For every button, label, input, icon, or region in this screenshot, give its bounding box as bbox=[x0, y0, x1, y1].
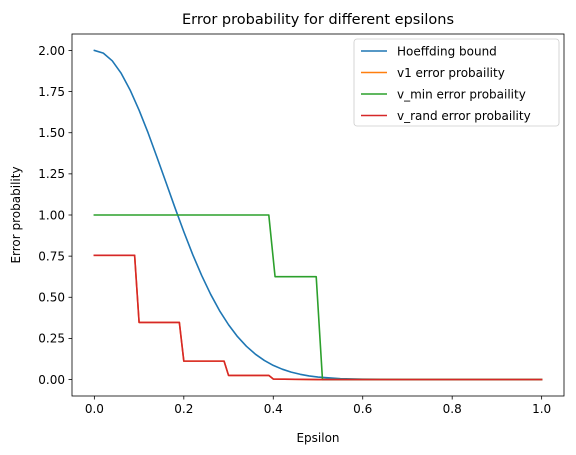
x-tick-label: 0.8 bbox=[443, 402, 462, 416]
y-tick-label: 0.25 bbox=[38, 332, 65, 346]
series-line-4 bbox=[93, 254, 543, 381]
legend-label-1: Hoeffding bound bbox=[397, 44, 497, 58]
x-tick-label: 0.2 bbox=[174, 402, 193, 416]
x-axis-label: Epsilon bbox=[296, 431, 339, 445]
x-tick-label: 0.4 bbox=[264, 402, 283, 416]
plot-area bbox=[93, 49, 543, 381]
legend: Hoeffding bound v1 error probaility v_min … bbox=[353, 38, 560, 127]
legend-label-2: v1 error probaility bbox=[397, 66, 505, 80]
y-tick-label: 0.50 bbox=[38, 291, 65, 305]
y-axis-label: Error probability bbox=[9, 166, 23, 263]
y-tick-label: 2.00 bbox=[38, 44, 65, 58]
x-tick-label: 0.0 bbox=[85, 402, 104, 416]
y-tick-label: 0.00 bbox=[38, 373, 65, 387]
legend-label-3: v_min error probaility bbox=[397, 87, 526, 101]
y-tick-label: 1.00 bbox=[38, 208, 65, 222]
chart-title: Error probability for different epsilons bbox=[182, 12, 454, 28]
series-line-1 bbox=[93, 49, 543, 381]
y-tick-label: 1.75 bbox=[38, 85, 65, 99]
x-tick-label: 0.6 bbox=[353, 402, 372, 416]
y-tick-label: 0.75 bbox=[38, 249, 65, 263]
legend-box bbox=[353, 38, 560, 127]
axes: 0.0 0.2 0.4 0.6 0.8 1.0 0.00 0.25 0.50 0.75 1.00 1.… bbox=[38, 33, 565, 416]
y-tick-label: 1.50 bbox=[38, 126, 65, 140]
x-tick-label: 1.0 bbox=[532, 402, 551, 416]
legend-label-4: v_rand error probaility bbox=[397, 109, 531, 123]
y-tick-label: 1.25 bbox=[38, 167, 65, 181]
